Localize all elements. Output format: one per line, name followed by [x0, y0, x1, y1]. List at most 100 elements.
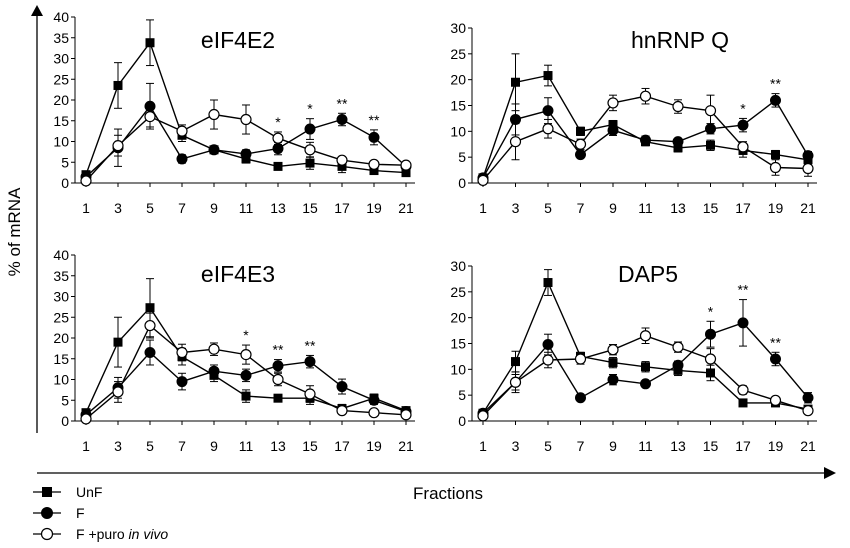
y-tick-label: 30 — [450, 20, 466, 36]
significance-annotation: ** — [738, 282, 749, 298]
y-tick-label: 10 — [53, 372, 69, 388]
data-point-filled-circle — [208, 144, 220, 156]
data-point-filled-circle — [176, 153, 188, 165]
y-tick-label: 5 — [61, 154, 69, 170]
y-tick-label: 35 — [53, 268, 69, 284]
significance-annotation: * — [243, 327, 249, 343]
data-point-square — [543, 71, 553, 81]
data-point-open-circle — [368, 407, 380, 419]
panel-title: hnRNP Q — [631, 27, 729, 53]
x-tick-label: 9 — [210, 438, 218, 454]
data-point-filled-circle — [368, 394, 380, 406]
x-tick-label: 19 — [366, 200, 382, 216]
data-point-filled-circle — [672, 359, 684, 371]
data-point-open-circle — [802, 405, 814, 417]
data-point-open-circle — [144, 110, 156, 123]
series-f-puro-in-vivo — [80, 99, 412, 187]
series-line — [482, 280, 809, 414]
y-tick-label: 40 — [53, 247, 69, 263]
y-tick-label: 20 — [53, 330, 69, 346]
data-point-square — [305, 158, 315, 168]
legend-label-f: F — [76, 505, 85, 521]
legend-label-unf: UnF — [76, 484, 102, 500]
panel-title: eIF4E3 — [201, 261, 275, 287]
y-tick-label: 0 — [61, 413, 69, 429]
y-tick-label: 15 — [53, 351, 69, 367]
x-tick-label: 17 — [735, 200, 751, 216]
data-point-open-circle — [400, 159, 412, 171]
y-tick-label: 30 — [450, 258, 466, 274]
x-tick-label: 7 — [577, 200, 585, 216]
x-tick-label: 1 — [479, 438, 487, 454]
data-point-square — [113, 337, 123, 347]
data-point-open-circle — [639, 330, 652, 342]
data-point-filled-circle — [640, 134, 651, 146]
x-tick-label: 1 — [479, 200, 487, 216]
series-line — [482, 335, 809, 417]
data-point-open-circle — [477, 174, 489, 187]
x-tick-label: 9 — [210, 200, 218, 216]
data-point-open-circle — [477, 410, 489, 422]
data-point-open-circle — [272, 132, 284, 144]
data-point-open-circle — [176, 125, 188, 137]
legend-item-f-puro: F +puro in vivo — [33, 526, 168, 542]
data-point-open-circle — [639, 90, 652, 102]
significance-annotation: * — [275, 114, 281, 130]
x-tick-label: 5 — [544, 200, 552, 216]
data-point-open-circle — [400, 409, 412, 421]
legend-filled-circle-marker-icon — [41, 507, 53, 519]
data-point-open-circle — [80, 413, 92, 425]
data-point-open-circle — [704, 105, 717, 117]
data-point-open-circle — [240, 349, 252, 361]
data-point-filled-circle — [176, 376, 188, 388]
main-y-axis — [31, 5, 43, 433]
legend-label-f-puro-plain: F +puro — [76, 526, 129, 542]
data-point-open-circle — [672, 100, 684, 113]
x-tick-label: 1 — [82, 200, 90, 216]
data-point-filled-circle — [802, 392, 814, 404]
data-point-square — [608, 358, 618, 368]
data-point-filled-circle — [144, 347, 156, 359]
data-point-square — [511, 357, 520, 367]
significance-annotation: ** — [770, 76, 781, 92]
y-tick-label: 15 — [450, 98, 466, 114]
y-tick-label: 25 — [53, 71, 69, 87]
x-tick-label: 13 — [670, 200, 686, 216]
data-point-square — [145, 303, 155, 313]
x-tick-label: 7 — [577, 438, 585, 454]
data-point-open-circle — [607, 344, 619, 356]
y-tick-label: 20 — [450, 310, 466, 326]
x-tick-label: 9 — [609, 438, 617, 454]
series-f-puro-in-vivo — [477, 327, 814, 422]
data-point-open-circle — [769, 394, 782, 406]
data-point-filled-circle — [737, 119, 749, 131]
data-point-square — [273, 161, 283, 171]
data-point-filled-circle — [208, 365, 220, 377]
data-point-square — [369, 166, 379, 176]
series-f — [80, 82, 412, 183]
panel-title: DAP5 — [618, 261, 678, 287]
data-point-filled-circle — [542, 105, 554, 117]
y-tick-label: 0 — [458, 413, 466, 429]
data-point-filled-circle — [607, 124, 619, 136]
x-tick-label: 3 — [114, 200, 122, 216]
data-point-open-circle — [80, 175, 92, 187]
data-point-filled-circle — [272, 143, 284, 155]
y-tick-label: 30 — [53, 289, 69, 305]
data-point-open-circle — [368, 158, 380, 170]
y-tick-label: 30 — [53, 51, 69, 67]
panel-title: eIF4E2 — [201, 27, 275, 53]
data-point-square — [145, 38, 155, 48]
data-point-open-circle — [144, 319, 156, 332]
series-f-puro-in-vivo — [80, 312, 412, 425]
legend-square-marker-icon — [42, 487, 52, 497]
data-point-filled-circle — [607, 374, 619, 386]
x-tick-label: 21 — [398, 438, 414, 454]
significance-annotation: ** — [369, 112, 380, 128]
x-tick-label: 5 — [544, 438, 552, 454]
x-tick-label: 11 — [638, 200, 653, 216]
data-point-filled-circle — [575, 149, 586, 161]
series-f — [477, 299, 814, 419]
data-point-open-circle — [737, 141, 749, 153]
